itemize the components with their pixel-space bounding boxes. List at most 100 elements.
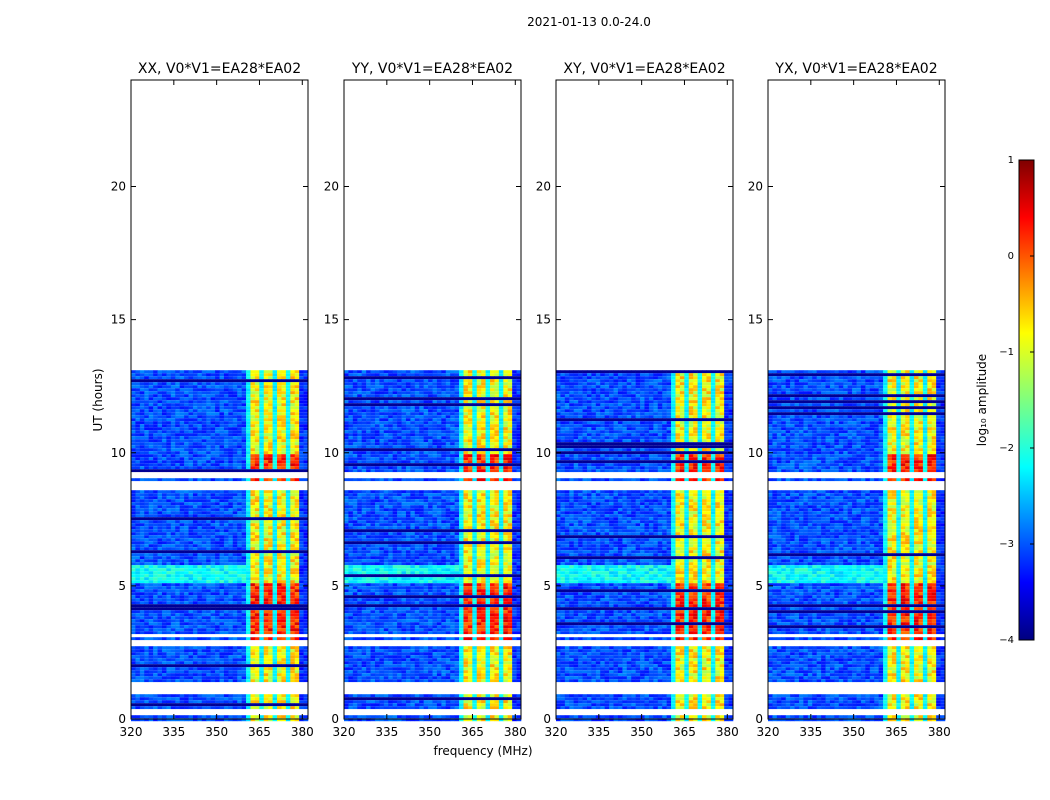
heatmap-cell <box>303 565 309 569</box>
heatmap-cell <box>254 511 260 515</box>
heatmap-cell <box>277 493 282 497</box>
heatmap-cell <box>232 715 238 719</box>
heatmap-cell <box>139 526 145 530</box>
heatmap-cell <box>210 433 216 437</box>
heatmap-cell <box>237 568 242 572</box>
heatmap-cell <box>166 607 172 611</box>
heatmap-cell <box>188 490 194 494</box>
heatmap-cell <box>170 625 176 629</box>
heatmap-cell <box>166 499 172 503</box>
heatmap-cell <box>175 445 180 449</box>
heatmap-cell <box>175 457 180 461</box>
heatmap-cell <box>397 406 402 410</box>
heatmap-cell <box>175 520 180 524</box>
heatmap-cell <box>285 616 291 620</box>
heatmap-cell <box>250 529 256 533</box>
heatmap-cell <box>139 415 145 419</box>
heatmap-cell <box>197 499 203 503</box>
heatmap-cell <box>215 544 220 548</box>
heatmap-cell <box>348 397 354 401</box>
heatmap-cell <box>166 505 172 509</box>
heatmap-cell <box>516 412 522 416</box>
heatmap-cell <box>188 655 194 659</box>
heatmap-cell <box>294 403 300 407</box>
heatmap-cell <box>228 568 234 572</box>
heatmap-cell <box>197 454 203 458</box>
heatmap-cell <box>281 541 287 545</box>
heatmap-cell <box>192 703 198 707</box>
heatmap-cell <box>175 556 180 560</box>
heatmap-cell <box>170 664 176 668</box>
heatmap-cell <box>131 526 136 530</box>
heatmap-cell <box>303 676 309 680</box>
heatmap-cell <box>201 493 207 497</box>
heatmap-cell <box>366 412 371 416</box>
heatmap-cell <box>206 439 211 443</box>
heatmap-cell <box>254 496 260 500</box>
heatmap-cell <box>215 388 220 392</box>
heatmap-cell <box>148 376 154 380</box>
heatmap-cell <box>490 376 495 380</box>
heatmap-cell <box>139 595 145 599</box>
heatmap-cell <box>285 478 291 482</box>
heatmap-cell <box>161 553 167 557</box>
heatmap-cell <box>144 511 149 515</box>
heatmap-cell <box>201 565 207 569</box>
heatmap-cell <box>166 538 172 542</box>
heatmap-cell <box>170 376 176 380</box>
heatmap-cell <box>192 562 198 566</box>
heatmap-cell <box>144 370 149 374</box>
heatmap-cell <box>139 676 145 680</box>
heatmap-cell <box>135 478 141 482</box>
heatmap-cell <box>303 700 309 704</box>
heatmap-cell <box>250 460 256 464</box>
heatmap-cell <box>166 646 172 650</box>
heatmap-cell <box>210 550 216 554</box>
heatmap-cell <box>201 403 207 407</box>
heatmap-cell <box>241 706 247 710</box>
heatmap-cell <box>153 418 158 422</box>
heatmap-cell <box>228 415 234 419</box>
heatmap-cell <box>166 547 172 551</box>
heatmap-cell <box>153 388 158 392</box>
heatmap-cell <box>148 505 154 509</box>
heatmap-cell <box>254 562 260 566</box>
heatmap-cell <box>277 439 282 443</box>
heatmap-cell <box>454 370 460 374</box>
heatmap-cell <box>144 694 149 698</box>
heatmap-cell <box>503 421 509 425</box>
heatmap-cell <box>175 451 180 455</box>
heatmap-cell <box>254 556 260 560</box>
heatmap-cell <box>250 502 256 506</box>
heatmap-cell <box>135 406 141 410</box>
heatmap-cell <box>188 412 194 416</box>
heatmap-cell <box>197 637 203 641</box>
heatmap-cell <box>388 424 393 428</box>
heatmap-cell <box>254 598 260 602</box>
heatmap-cell <box>215 526 220 530</box>
heatmap-cell <box>419 382 424 386</box>
heatmap-cell <box>170 388 176 392</box>
heatmap-cell <box>175 706 180 710</box>
heatmap-cell <box>228 451 234 455</box>
heatmap-cell <box>139 385 145 389</box>
heatmap-cell <box>170 673 176 677</box>
heatmap-cell <box>441 370 447 374</box>
heatmap-cell <box>175 604 180 608</box>
heatmap-cell <box>223 400 229 404</box>
heatmap-cell <box>259 715 265 719</box>
heatmap-cell <box>188 700 194 704</box>
heatmap-cell <box>161 535 167 539</box>
heatmap-cell <box>175 595 180 599</box>
heatmap-cell <box>290 679 296 683</box>
heatmap-cell <box>175 499 180 503</box>
heatmap-cell <box>184 652 189 656</box>
heatmap-cell <box>299 439 304 443</box>
heatmap-cell <box>259 457 265 461</box>
heatmap-cell <box>463 409 469 413</box>
heatmap-cell <box>184 403 189 407</box>
heatmap-cell <box>285 583 291 587</box>
heatmap-cell <box>250 565 256 569</box>
heatmap-cell <box>139 538 145 542</box>
heatmap-cell <box>232 394 238 398</box>
